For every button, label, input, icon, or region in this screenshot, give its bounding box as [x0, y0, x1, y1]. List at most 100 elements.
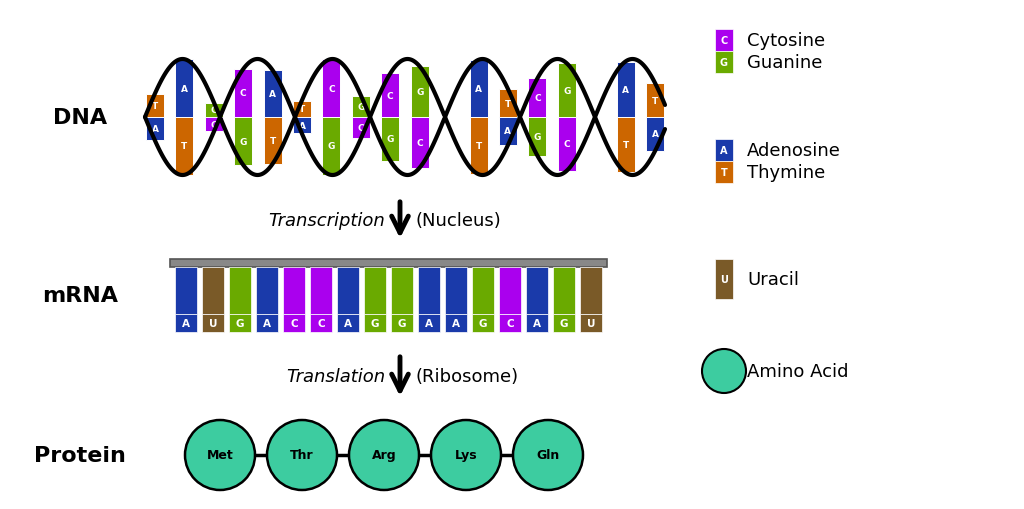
Text: T: T: [152, 102, 158, 111]
Bar: [470, 61, 487, 118]
Bar: [175, 118, 194, 176]
Text: G: G: [236, 318, 245, 328]
Text: C: C: [317, 318, 325, 328]
Text: A: A: [475, 85, 482, 94]
Text: mRNA: mRNA: [42, 286, 118, 306]
Bar: [411, 118, 429, 168]
Text: Thymine: Thymine: [746, 164, 825, 182]
Bar: [337, 315, 359, 332]
Circle shape: [349, 420, 419, 490]
Bar: [175, 267, 197, 315]
Bar: [715, 260, 733, 299]
Text: G: G: [357, 103, 365, 111]
Text: Transcription: Transcription: [268, 212, 385, 230]
Text: T: T: [299, 105, 305, 114]
Text: G: G: [534, 132, 541, 142]
Bar: [323, 60, 340, 118]
Bar: [526, 267, 548, 315]
Text: G: G: [328, 142, 335, 151]
Text: Cytosine: Cytosine: [746, 32, 825, 50]
Text: A: A: [152, 125, 159, 134]
Text: C: C: [720, 36, 728, 46]
Bar: [616, 63, 635, 118]
Text: T: T: [269, 136, 275, 146]
Text: G: G: [371, 318, 379, 328]
Bar: [499, 267, 521, 315]
Text: (Ribosome): (Ribosome): [415, 368, 518, 386]
Bar: [229, 315, 251, 332]
Bar: [146, 118, 164, 141]
Bar: [364, 267, 386, 315]
Bar: [283, 315, 305, 332]
Bar: [499, 315, 521, 332]
Text: Protein: Protein: [34, 445, 126, 465]
Bar: [205, 103, 223, 118]
Text: A: A: [344, 318, 352, 328]
Bar: [256, 315, 278, 332]
Bar: [553, 267, 575, 315]
Text: C: C: [417, 138, 423, 148]
Bar: [526, 315, 548, 332]
Bar: [470, 118, 487, 175]
Bar: [445, 315, 467, 332]
Text: C: C: [328, 84, 335, 93]
Bar: [337, 267, 359, 315]
Bar: [234, 118, 252, 165]
Text: C: C: [563, 140, 570, 149]
Bar: [499, 90, 517, 118]
Bar: [381, 118, 399, 161]
Bar: [528, 118, 547, 156]
Bar: [381, 74, 399, 118]
Text: C: C: [240, 89, 247, 98]
Bar: [558, 118, 575, 172]
Bar: [310, 267, 332, 315]
Bar: [558, 64, 575, 118]
Bar: [715, 30, 733, 52]
Bar: [352, 97, 370, 118]
Text: Gln: Gln: [537, 448, 560, 462]
Text: Translation: Translation: [286, 368, 385, 386]
Text: T: T: [652, 97, 658, 105]
Text: A: A: [263, 318, 271, 328]
Bar: [205, 118, 223, 132]
Bar: [202, 315, 224, 332]
Text: Thr: Thr: [290, 448, 313, 462]
Text: G: G: [563, 87, 570, 96]
Bar: [310, 315, 332, 332]
Bar: [528, 79, 547, 118]
Text: DNA: DNA: [53, 108, 108, 128]
Bar: [553, 315, 575, 332]
Text: A: A: [720, 146, 728, 156]
Bar: [352, 118, 370, 139]
Text: C: C: [211, 121, 217, 129]
Text: C: C: [506, 318, 514, 328]
Bar: [293, 101, 311, 118]
Bar: [323, 118, 340, 176]
Circle shape: [431, 420, 501, 490]
Bar: [580, 267, 602, 315]
Text: C: C: [357, 124, 365, 133]
Text: A: A: [623, 86, 629, 95]
Text: T: T: [721, 167, 727, 178]
Bar: [391, 267, 413, 315]
Bar: [472, 267, 494, 315]
Bar: [175, 60, 194, 118]
Bar: [391, 315, 413, 332]
Text: G: G: [210, 106, 217, 115]
Bar: [202, 267, 224, 315]
Bar: [175, 315, 197, 332]
Text: A: A: [182, 318, 190, 328]
Text: A: A: [269, 90, 276, 99]
Bar: [499, 118, 517, 146]
Circle shape: [267, 420, 337, 490]
Circle shape: [702, 349, 746, 393]
Circle shape: [513, 420, 583, 490]
Text: A: A: [505, 127, 511, 136]
Text: C: C: [290, 318, 298, 328]
Text: U: U: [587, 318, 595, 328]
Text: A: A: [425, 318, 433, 328]
Bar: [418, 267, 440, 315]
Text: G: G: [720, 58, 728, 68]
Bar: [283, 267, 305, 315]
Bar: [293, 118, 311, 134]
